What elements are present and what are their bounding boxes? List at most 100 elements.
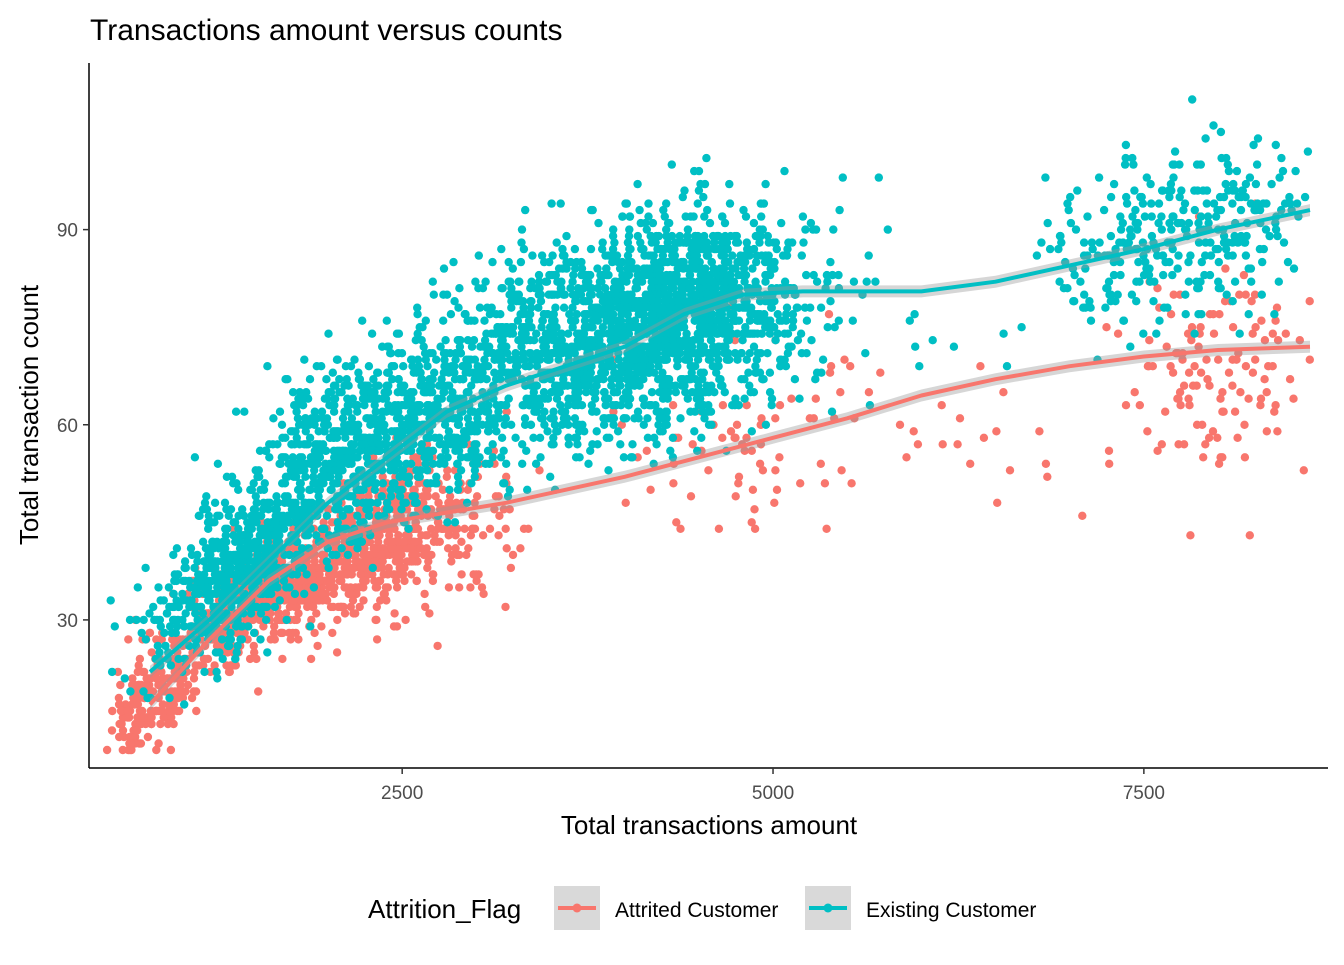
data-point <box>440 459 449 468</box>
data-point <box>625 394 635 403</box>
data-point <box>663 218 673 228</box>
data-point <box>614 355 624 364</box>
data-point <box>607 414 616 423</box>
data-point <box>139 713 148 722</box>
data-point <box>273 615 282 625</box>
data-point <box>134 661 143 670</box>
data-point <box>306 563 315 573</box>
data-point <box>662 388 671 397</box>
data-point <box>324 505 334 514</box>
data-point <box>661 355 671 364</box>
data-point <box>528 251 537 260</box>
data-point <box>348 596 358 605</box>
data-point <box>478 531 488 540</box>
data-point <box>263 362 272 371</box>
data-point <box>1214 257 1224 267</box>
data-point <box>394 349 403 358</box>
data-point <box>490 355 499 364</box>
data-point <box>539 310 549 319</box>
data-point <box>224 667 234 677</box>
data-point <box>664 375 674 384</box>
data-point <box>771 336 780 345</box>
data-point <box>426 524 436 533</box>
data-point <box>433 641 442 651</box>
data-point <box>593 329 603 338</box>
data-point <box>1236 205 1246 215</box>
data-point <box>345 505 354 514</box>
data-point <box>777 316 787 325</box>
data-point <box>608 231 618 241</box>
data-point <box>826 257 835 267</box>
data-point <box>443 544 453 553</box>
data-point <box>1218 407 1227 416</box>
data-point <box>1055 231 1065 241</box>
data-point <box>200 667 209 677</box>
data-point <box>421 485 431 494</box>
data-point <box>339 602 348 612</box>
data-point <box>721 277 730 286</box>
data-point <box>662 290 672 299</box>
data-point <box>130 700 139 709</box>
data-point <box>142 674 151 683</box>
data-point <box>154 583 163 592</box>
data-point <box>141 563 150 573</box>
data-point <box>635 205 644 215</box>
data-point <box>716 310 725 319</box>
data-point <box>461 310 470 319</box>
data-point <box>1235 290 1244 299</box>
data-point <box>738 270 747 280</box>
data-point <box>357 492 366 501</box>
data-point <box>1184 368 1194 377</box>
data-point <box>252 654 261 664</box>
data-point <box>360 576 369 586</box>
data-point <box>1017 323 1026 332</box>
data-point <box>192 706 201 716</box>
data-point <box>731 492 740 501</box>
data-point <box>445 492 455 501</box>
data-point <box>694 166 704 176</box>
data-point <box>437 394 446 403</box>
chart-title: Transactions amount versus counts <box>90 14 562 47</box>
data-point <box>1143 427 1152 436</box>
data-point <box>499 446 508 455</box>
data-point <box>270 602 280 612</box>
data-point <box>121 700 130 709</box>
data-point <box>816 303 826 312</box>
data-point <box>253 472 262 481</box>
data-point <box>705 218 715 228</box>
data-point <box>1154 199 1164 208</box>
data-point <box>102 745 112 755</box>
data-point <box>369 544 378 553</box>
data-point <box>384 381 393 390</box>
data-point <box>215 511 224 520</box>
data-point <box>212 667 221 677</box>
data-point <box>646 251 655 260</box>
data-point <box>125 615 135 625</box>
data-point <box>359 596 368 605</box>
data-point <box>300 589 309 599</box>
data-point <box>1230 407 1240 416</box>
data-point <box>479 589 488 599</box>
data-point <box>321 446 331 455</box>
data-point <box>296 596 305 605</box>
data-point <box>312 609 321 618</box>
data-point <box>588 205 597 215</box>
data-point <box>679 257 688 267</box>
data-point <box>606 336 616 345</box>
data-point <box>138 706 147 716</box>
data-point <box>1181 310 1190 319</box>
data-point <box>294 635 303 644</box>
data-point <box>421 531 430 540</box>
data-point <box>1248 368 1258 377</box>
data-point <box>1190 362 1199 371</box>
data-point <box>732 231 741 241</box>
data-point <box>530 407 539 416</box>
data-point <box>820 479 830 488</box>
data-point <box>174 654 183 664</box>
data-point <box>516 310 525 319</box>
data-point <box>466 583 475 592</box>
data-point <box>759 316 768 325</box>
data-point <box>270 505 280 514</box>
data-point <box>517 342 526 351</box>
data-point <box>625 244 634 254</box>
